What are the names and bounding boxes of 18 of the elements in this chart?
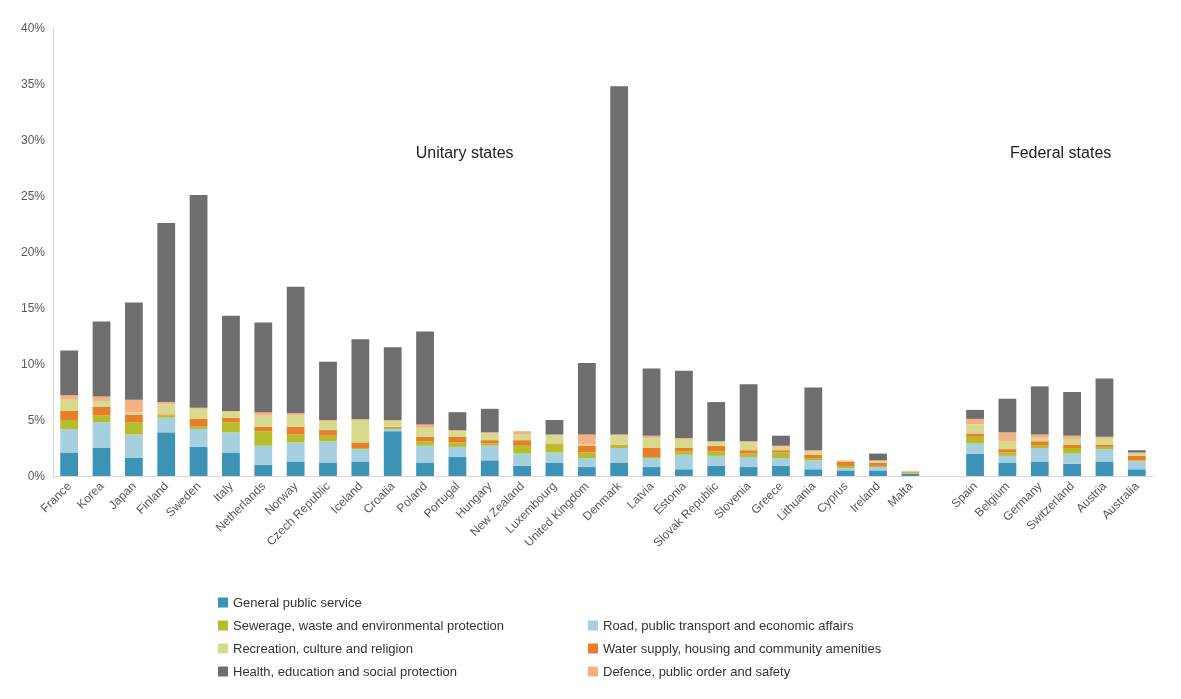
legend-label: Sewerage, waste and environmental protection — [233, 618, 504, 633]
annotation: Federal states — [1009, 144, 1112, 162]
y-tick-label: 40% — [20, 21, 46, 35]
y-tick-label: 5% — [27, 413, 46, 427]
legend-label: Defence, public order and safety — [603, 664, 791, 679]
y-tick-label: 30% — [20, 133, 46, 147]
legend-label: General public service — [233, 595, 362, 610]
y-tick-label: 35% — [20, 77, 46, 91]
y-tick-label: 15% — [20, 301, 46, 315]
legend-label: Health, education and social protection — [233, 664, 458, 679]
legend-label: Recreation, culture and religion — [233, 641, 413, 656]
legend-label: Road, public transport and economic affairs — [603, 618, 855, 633]
y-tick-label: 20% — [20, 245, 46, 259]
legend-label: Water supply, housing and community amenities — [603, 641, 882, 656]
annotation: Unitary states — [415, 144, 514, 162]
y-tick-label: 10% — [20, 357, 46, 371]
y-tick-label: 0% — [27, 469, 46, 483]
y-tick-label: 25% — [20, 189, 46, 203]
